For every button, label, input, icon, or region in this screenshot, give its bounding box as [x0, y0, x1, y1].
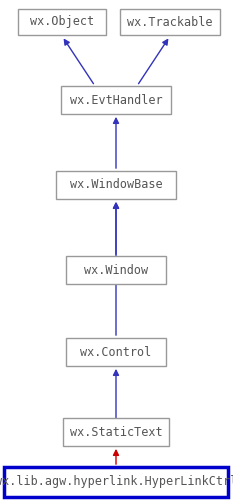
FancyBboxPatch shape — [18, 9, 106, 35]
FancyBboxPatch shape — [120, 9, 220, 35]
FancyBboxPatch shape — [56, 171, 176, 199]
Text: wx.WindowBase: wx.WindowBase — [70, 178, 162, 192]
FancyBboxPatch shape — [61, 86, 171, 114]
FancyBboxPatch shape — [63, 418, 169, 446]
FancyBboxPatch shape — [4, 467, 228, 497]
FancyBboxPatch shape — [66, 338, 166, 366]
FancyBboxPatch shape — [66, 256, 166, 284]
Text: wx.lib.agw.hyperlink.HyperLinkCtrl: wx.lib.agw.hyperlink.HyperLinkCtrl — [0, 476, 233, 488]
Text: wx.Object: wx.Object — [30, 16, 94, 28]
Text: wx.Control: wx.Control — [80, 346, 152, 358]
Text: wx.Window: wx.Window — [84, 264, 148, 276]
Text: wx.EvtHandler: wx.EvtHandler — [70, 94, 162, 106]
Text: wx.StaticText: wx.StaticText — [70, 426, 162, 438]
Text: wx.Trackable: wx.Trackable — [127, 16, 213, 28]
